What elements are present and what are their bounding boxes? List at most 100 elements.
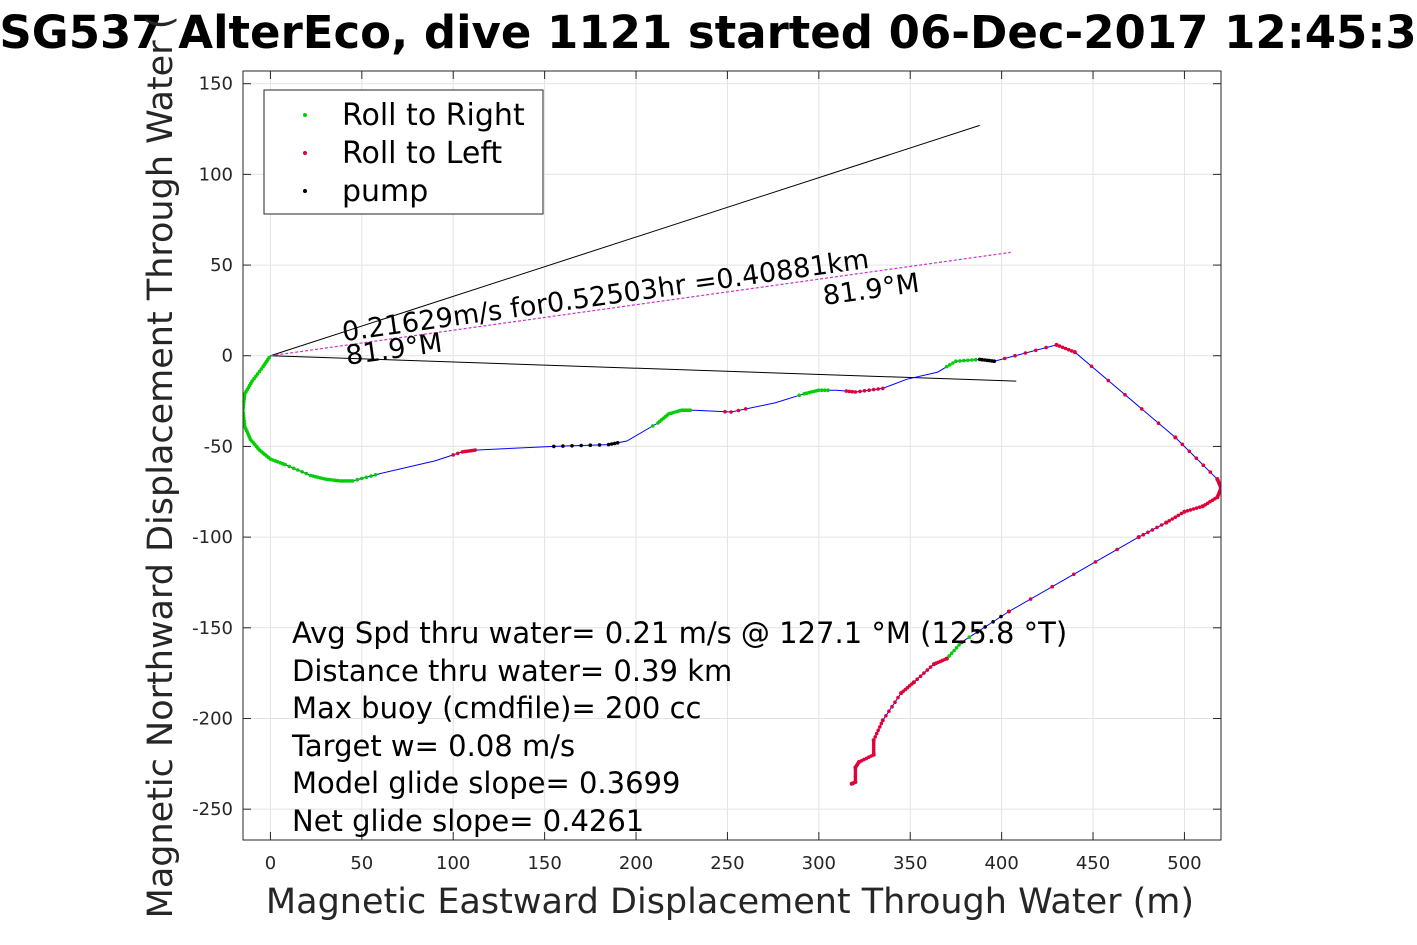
x-tick-label: 50 <box>350 853 373 874</box>
roll-right-marker <box>373 473 378 477</box>
roll-left-marker <box>918 674 923 678</box>
roll-left-marker <box>1006 609 1011 614</box>
roll-left-marker <box>876 387 880 391</box>
roll-right-marker <box>947 654 951 658</box>
plot-frame <box>242 70 1222 841</box>
roll-left-marker <box>1156 421 1161 426</box>
roll-right-marker <box>287 464 292 469</box>
legend-box <box>263 89 544 215</box>
roll-left-marker <box>896 695 900 700</box>
roll-right-marker <box>967 635 972 639</box>
roll-left-marker <box>1176 513 1181 518</box>
y-tick-label: 150 <box>199 74 233 95</box>
y-tick-label: 100 <box>199 164 233 185</box>
roll-left-marker <box>915 677 919 681</box>
roll-right-marker <box>369 474 373 478</box>
roll-left-marker <box>1013 353 1017 358</box>
roll-left-marker <box>1093 560 1098 564</box>
roll-left-marker <box>932 662 936 667</box>
roll-left-marker <box>1072 350 1077 355</box>
roll-left-marker <box>871 738 876 743</box>
pump-marker <box>588 443 593 448</box>
roll-right-marker <box>257 369 262 374</box>
pump-marker <box>612 441 617 446</box>
ticks: 0 50 100 150 200 250 300 350 400 450 500150100500-… <box>192 71 1221 874</box>
roll-left-marker <box>893 700 897 704</box>
roll-right-marker <box>948 363 952 367</box>
average-line <box>270 251 1011 357</box>
x-tick-label: 250 <box>710 853 744 874</box>
roll-right-marker <box>954 359 958 364</box>
roll-left-marker <box>1191 507 1196 511</box>
x-axis-label: Magnetic Eastward Displacement Through W… <box>266 882 1194 922</box>
roll-right-marker <box>970 358 974 362</box>
pump-marker <box>983 625 987 629</box>
roll-left-marker <box>911 680 916 685</box>
roll-right-marker <box>243 392 247 396</box>
legend-marker-pump <box>303 189 307 193</box>
roll-right-marker <box>243 419 246 423</box>
roll-left-marker <box>1023 351 1028 355</box>
roll-right-marker <box>283 462 287 467</box>
stat-net-glide-slope: Net glide slope= 0.4261 <box>292 804 644 838</box>
roll-left-marker <box>1173 435 1178 440</box>
track <box>243 342 1221 786</box>
roll-right-marker <box>259 367 264 371</box>
y-tick-label: -250 <box>192 799 233 820</box>
legend-label-roll-right: Roll to Right <box>342 98 525 133</box>
roll-left-marker <box>1089 364 1094 369</box>
pump-marker <box>999 614 1003 619</box>
roll-left-marker <box>1150 528 1155 532</box>
roll-left-marker <box>1170 517 1175 521</box>
roll-left-marker <box>884 714 888 718</box>
roll-right-marker <box>817 388 821 393</box>
roll-left-marker <box>736 408 741 413</box>
roll-left-marker <box>1194 456 1199 461</box>
roll-left-marker <box>844 389 849 393</box>
roll-left-marker <box>847 389 852 394</box>
chart-title: SG537 AlterEco, dive 1121 started 06-Dec… <box>0 6 1417 59</box>
roll-right-marker <box>243 411 246 415</box>
roll-left-marker <box>1141 532 1146 537</box>
roll-left-marker <box>1159 523 1164 527</box>
pump-marker <box>992 359 997 364</box>
y-tick-label: -50 <box>204 436 233 457</box>
roll-right-marker <box>243 402 246 407</box>
roll-left-marker <box>1066 347 1071 352</box>
roll-left-marker <box>1028 597 1033 601</box>
roll-left-marker <box>959 640 964 645</box>
roll-left-marker <box>1167 519 1171 523</box>
roll-left-marker <box>1201 463 1206 468</box>
roll-left-marker <box>1180 442 1185 447</box>
roll-left-marker <box>1215 477 1220 482</box>
roll-left-marker <box>874 731 879 736</box>
roll-left-marker <box>850 389 855 394</box>
roll-left-marker <box>881 386 885 391</box>
roll-left-marker <box>1155 525 1159 530</box>
roll-left-marker <box>873 735 877 739</box>
roll-right-marker <box>952 648 956 653</box>
roll-left-marker <box>1194 506 1199 510</box>
roll-left-marker <box>1106 378 1111 383</box>
roll-left-marker <box>849 781 854 786</box>
roll-right-marker <box>252 376 256 381</box>
legend: Roll to Right Roll to Left pump <box>263 89 544 215</box>
roll-left-marker <box>858 389 862 394</box>
grid <box>243 71 1221 840</box>
roll-left-marker <box>1140 407 1144 411</box>
roll-right-marker <box>243 400 246 404</box>
roll-left-marker <box>1060 345 1065 350</box>
roll-right-marker <box>304 471 309 476</box>
roll-left-marker <box>1057 344 1062 348</box>
roll-left-marker <box>876 728 880 733</box>
pump-marker <box>615 441 620 445</box>
roll-left-marker <box>862 389 867 393</box>
roll-left-marker <box>1054 342 1059 347</box>
roll-left-marker <box>1034 348 1038 353</box>
roll-left-marker <box>871 387 876 392</box>
reference-line <box>270 355 1017 382</box>
roll-left-marker <box>853 780 858 784</box>
y-axis-label: Magnetic Northward Displacement Through … <box>141 16 181 919</box>
roll-left-marker <box>890 704 894 709</box>
